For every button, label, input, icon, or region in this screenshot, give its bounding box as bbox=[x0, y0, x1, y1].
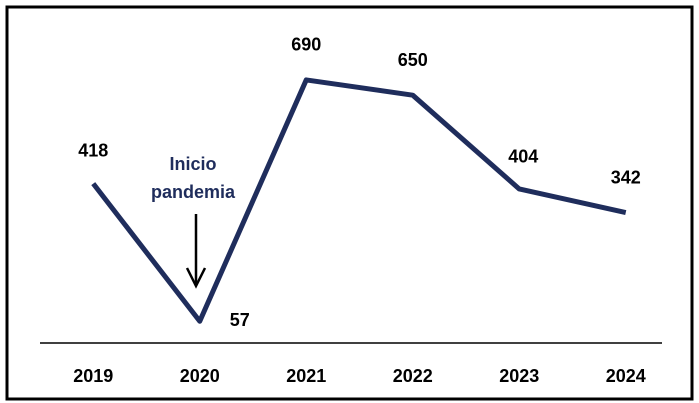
data-label: 418 bbox=[78, 140, 108, 160]
data-label: 690 bbox=[291, 35, 321, 55]
annotation-line: pandemia bbox=[151, 182, 236, 202]
x-tick-label: 2024 bbox=[606, 366, 646, 386]
x-tick-label: 2023 bbox=[499, 366, 539, 386]
data-label: 57 bbox=[230, 310, 250, 330]
x-tick-label: 2019 bbox=[73, 366, 113, 386]
data-label: 650 bbox=[398, 50, 428, 70]
annotation-line: Inicio bbox=[169, 154, 216, 174]
x-tick-label: 2022 bbox=[393, 366, 433, 386]
x-tick-label: 2021 bbox=[286, 366, 326, 386]
data-line bbox=[91, 77, 627, 324]
data-label: 404 bbox=[508, 147, 538, 167]
annotation-arrow bbox=[185, 214, 207, 289]
data-label: 342 bbox=[611, 167, 641, 187]
x-tick-label: 2020 bbox=[180, 366, 220, 386]
